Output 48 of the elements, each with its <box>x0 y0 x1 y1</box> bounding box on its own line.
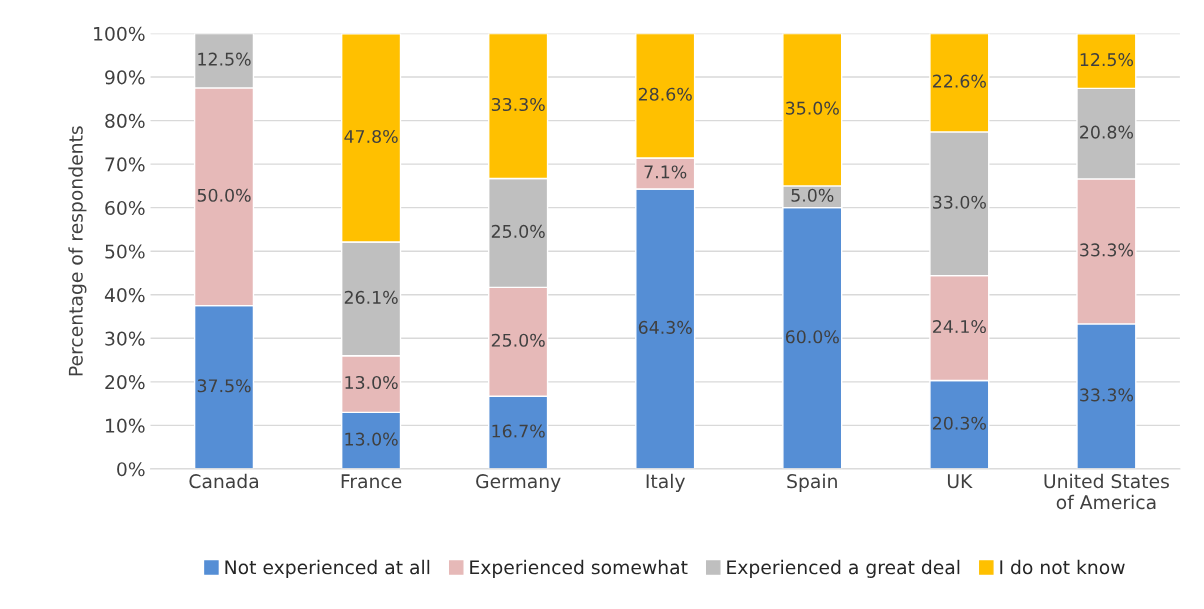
data-label: 25.0% <box>491 224 545 238</box>
x-tick-label: Germany <box>476 474 561 492</box>
data-label: 60.0% <box>785 330 839 344</box>
data-label: 24.1% <box>933 319 986 334</box>
data-label: 12.5% <box>1080 53 1134 67</box>
data-label: 50.0% <box>197 188 251 202</box>
x-tick-label: Canada <box>189 473 258 489</box>
x-tick-label: Italy <box>646 473 685 492</box>
y-tick-label: 40% <box>104 287 145 303</box>
data-label: 35.0% <box>786 101 839 115</box>
data-label: 22.6% <box>933 74 986 88</box>
legend-label: Experienced somewhat <box>470 559 688 578</box>
data-label: 47.8% <box>344 129 398 144</box>
data-label: 26.1% <box>344 290 398 304</box>
data-label: 12.5% <box>198 52 251 66</box>
data-label: 33.3% <box>1080 243 1134 257</box>
data-label: 13.0% <box>345 432 398 446</box>
y-tick-label: 60% <box>105 200 145 216</box>
y-tick-label: 100% <box>94 26 145 41</box>
y-tick-label: 30% <box>105 331 145 346</box>
y-tick-label: 70% <box>105 157 145 172</box>
y-tick-label: 50% <box>105 244 145 259</box>
legend-label: Experienced a great deal <box>727 559 960 578</box>
data-label: 20.8% <box>1080 125 1134 139</box>
data-label: 28.6% <box>638 87 692 101</box>
data-label: 64.3% <box>638 320 692 334</box>
data-label: 33.0% <box>933 195 986 209</box>
legend-label: I do not know <box>1000 559 1125 575</box>
y-tick-label: 20% <box>105 375 145 390</box>
y-tick-label: 10% <box>106 418 145 433</box>
x-tick-label: France <box>341 474 402 489</box>
data-label: 25.0% <box>491 333 545 347</box>
y-tick-label: 0% <box>117 462 145 477</box>
x-tick-label: UK <box>947 474 973 489</box>
y-axis-title: Percentage of respondents <box>68 126 87 376</box>
legend-label: Not experienced at all <box>225 559 430 578</box>
data-label: 13.0% <box>345 375 398 390</box>
data-label: 37.5% <box>197 379 251 393</box>
y-tick-label: 80% <box>105 113 145 128</box>
data-label: 33.3% <box>491 97 545 112</box>
data-label: 16.7% <box>492 424 545 438</box>
x-tick-label: Spain <box>787 473 837 492</box>
data-label: 7.1% <box>644 165 687 179</box>
x-tick-label: United States of America <box>1044 473 1169 510</box>
data-label: 5.0% <box>791 188 834 202</box>
data-label: 20.3% <box>933 416 986 430</box>
data-label: 33.3% <box>1080 388 1134 402</box>
y-tick-label: 90% <box>105 70 145 85</box>
